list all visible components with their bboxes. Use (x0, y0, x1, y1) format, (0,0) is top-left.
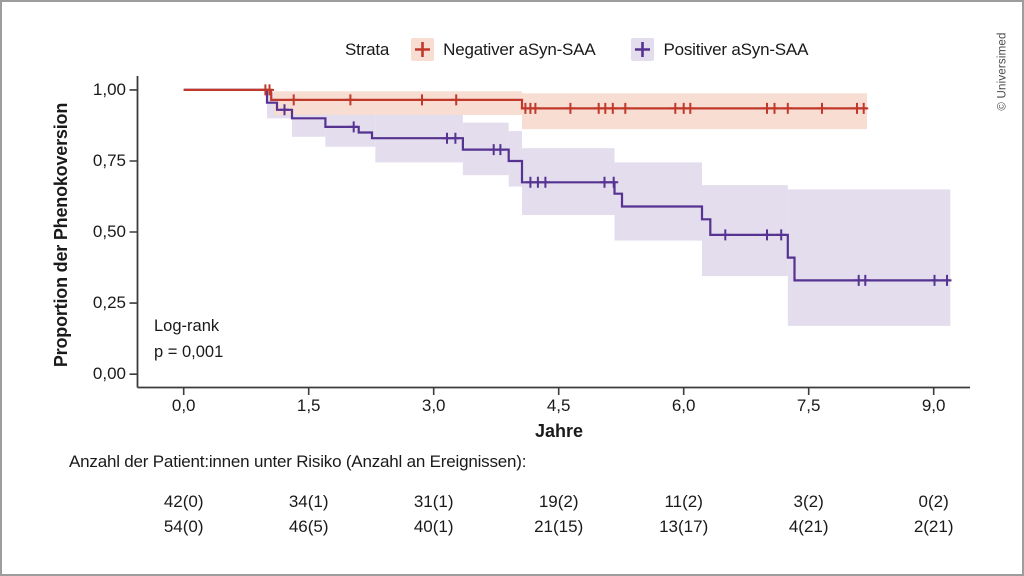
x-tick-label: 4,5 (546, 396, 571, 415)
risk-table-cell: 3(2) (793, 492, 824, 511)
legend: Strata Negativer aSyn-SAA Positiver aSyn… (345, 38, 844, 61)
risk-table-cell: 13(17) (659, 517, 709, 536)
risk-table-cell: 46(5) (288, 517, 329, 536)
y-tick-label: 0,00 (92, 364, 126, 384)
censor-plus-icon (411, 38, 435, 61)
risk-table-cell: 4(21) (788, 517, 829, 536)
legend-item-label: Negativer aSyn-SAA (443, 39, 596, 59)
copyright-credit: © Universimed (996, 32, 1009, 111)
risk-table-cell: 0(2) (918, 492, 949, 511)
y-tick-label: 1,00 (92, 79, 126, 99)
y-tick-label: 0,75 (92, 150, 126, 170)
x-tick-label: 6,0 (671, 396, 696, 415)
confidence-band (273, 91, 523, 115)
x-tick-label: 3,0 (421, 396, 446, 415)
confidence-band (508, 131, 523, 187)
legend-item-positive: Positiver aSyn-SAA (631, 38, 808, 61)
x-tick-label: 1,5 (296, 396, 321, 415)
confidence-band (787, 189, 951, 326)
survival-curve (183, 88, 867, 110)
legend-title: Strata (345, 39, 390, 59)
censor-marks (280, 104, 952, 286)
risk-table-cell: 21(15) (534, 517, 584, 536)
risk-table-title: Anzahl der Patient:innen unter Risiko (A… (69, 452, 527, 471)
confidence-band (702, 185, 788, 277)
censor-marks (260, 84, 869, 114)
x-tick-label: 0,0 (171, 396, 196, 415)
confidence-band (522, 93, 868, 130)
logrank-label: Log-rank (154, 317, 220, 335)
x-tick-label: 7,5 (796, 396, 821, 415)
risk-table-cell: 31(1) (413, 492, 454, 511)
risk-table-cell: 40(1) (413, 517, 454, 536)
risk-table-cell: 54(0) (163, 517, 204, 536)
confidence-band (614, 162, 703, 241)
y-tick-label: 0,50 (92, 222, 126, 242)
x-tick-label: 9,0 (921, 396, 946, 415)
risk-table-cell: 34(1) (288, 492, 329, 511)
survival-curve (183, 88, 951, 282)
legend-item-label: Positiver aSyn-SAA (663, 39, 809, 59)
risk-table-cell: 19(2) (538, 492, 579, 511)
risk-table-cell: 42(0) (163, 492, 204, 511)
risk-table-cell: 2(21) (913, 517, 954, 536)
censor-plus-icon (631, 38, 655, 61)
logrank-annotation: Log-rank p = 0,001 (154, 313, 223, 365)
risk-table-cell: 11(2) (664, 492, 703, 511)
p-value-label: p = 0,001 (154, 343, 224, 361)
axes (136, 76, 970, 389)
y-tick-label: 0,25 (92, 293, 126, 313)
confidence-band (375, 111, 463, 163)
axis-ticks (129, 89, 935, 395)
legend-item-negative: Negativer aSyn-SAA (411, 38, 596, 61)
x-axis-title: Jahre (534, 421, 584, 441)
